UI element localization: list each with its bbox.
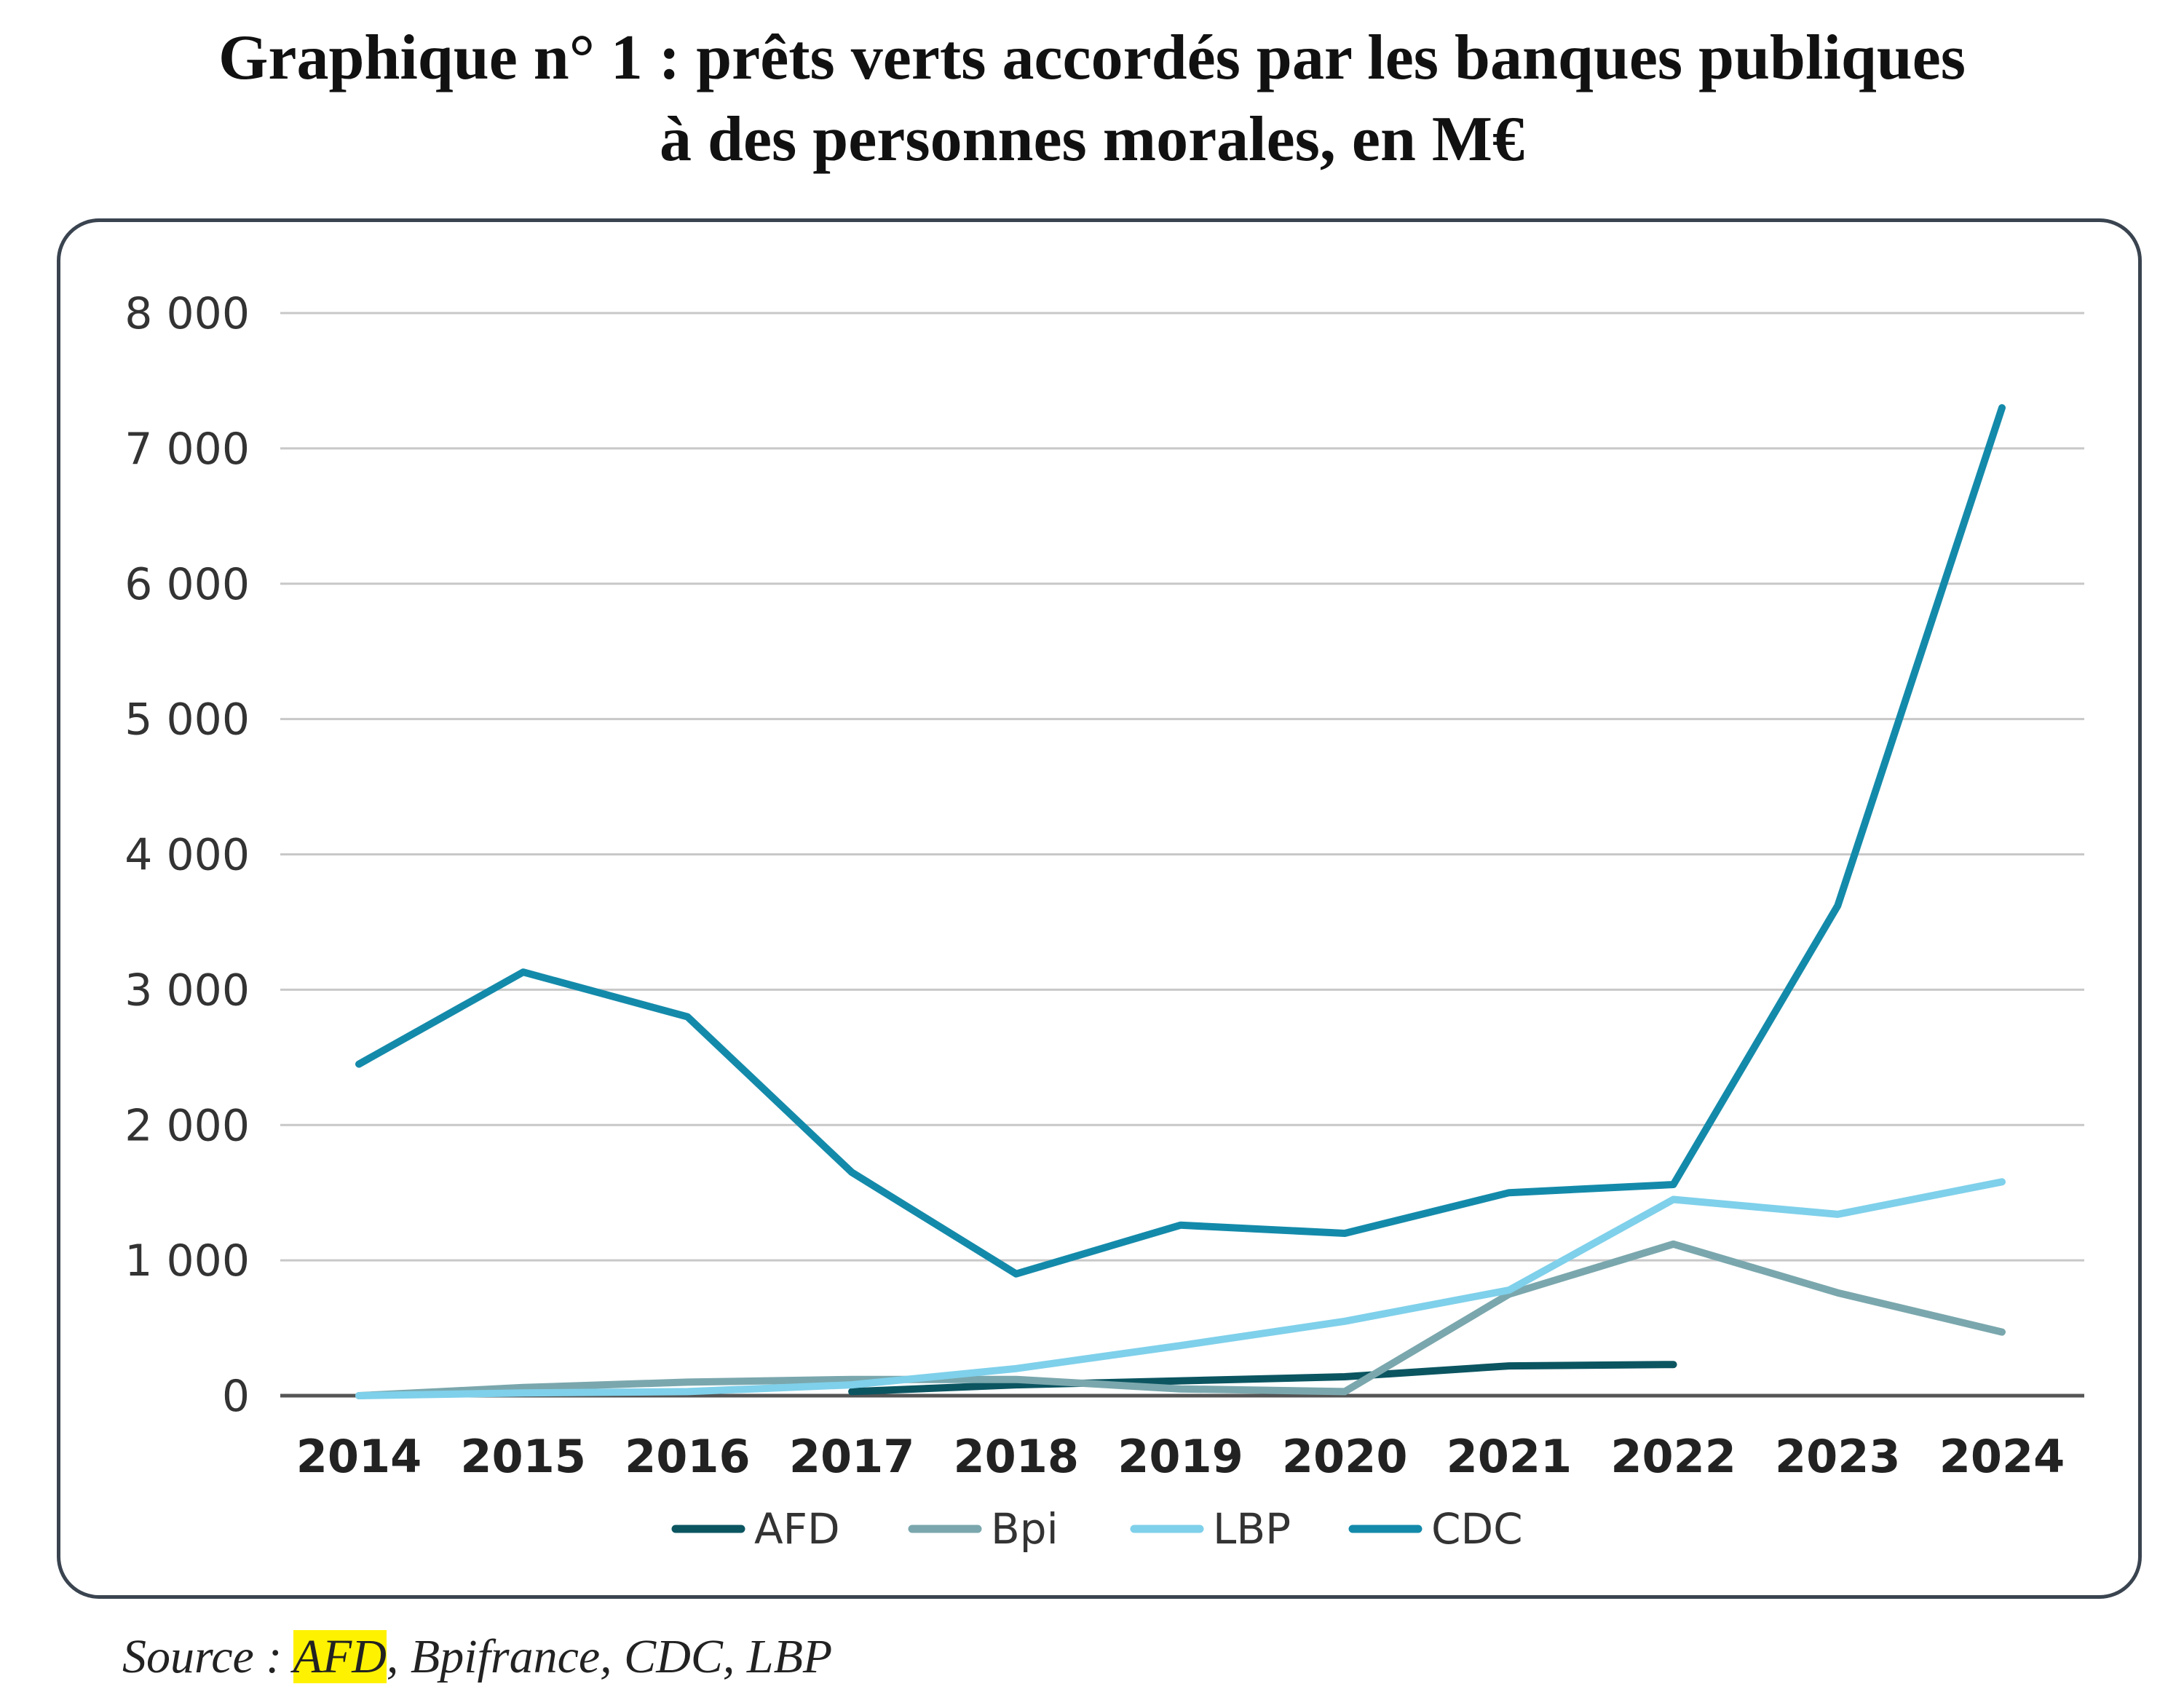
legend-label: Bpi	[991, 1504, 1059, 1554]
x-tick-label: 2014	[296, 1430, 422, 1483]
series-lbp	[355, 1178, 2006, 1399]
y-tick-label: 8 000	[124, 288, 250, 339]
x-tick-label: 2015	[460, 1430, 586, 1483]
x-tick-label: 2022	[1610, 1430, 1736, 1483]
series-cdc	[355, 404, 2006, 1278]
chart-title: Graphique n° 1 : prêts verts accordés pa…	[0, 17, 2184, 181]
chart-title-line-1: Graphique n° 1 : prêts verts accordés pa…	[218, 23, 1966, 93]
legend-label: AFD	[754, 1504, 840, 1554]
legend: AFD Bpi LBP CDC	[671, 1504, 1523, 1554]
source-rest: , Bpifrance, CDC, LBP	[386, 1630, 833, 1683]
legend-item-lbp: LBP	[1130, 1504, 1291, 1554]
source-highlight: AFD	[293, 1630, 387, 1683]
legend-item-afd: AFD	[671, 1504, 840, 1554]
x-axis-ticks: 2014 2015 2016 2017 2018 2019 2020 2021 2022 2023…	[296, 1430, 2065, 1483]
legend-label: LBP	[1213, 1504, 1291, 1554]
source-prefix: Source :	[122, 1630, 293, 1683]
series-line-lbp	[355, 1178, 2006, 1399]
series-afd	[848, 1361, 1677, 1396]
y-tick-label: 4 000	[124, 830, 250, 881]
series-line-bpi	[355, 1240, 2006, 1399]
y-tick-label: 1 000	[124, 1236, 250, 1286]
series-line-cdc	[355, 404, 2006, 1278]
y-tick-label: 0	[222, 1371, 250, 1422]
legend-item-bpi: Bpi	[908, 1504, 1059, 1554]
y-tick-label: 7 000	[124, 424, 250, 475]
x-tick-label: 2016	[625, 1430, 751, 1483]
x-tick-label: 2017	[789, 1430, 915, 1483]
y-axis-ticks: 0 1 000 2 000 3 000 4 000 5 000 6 000 7 000 8 00…	[124, 288, 250, 1422]
series-line-afd	[848, 1361, 1677, 1396]
y-tick-label: 5 000	[124, 695, 250, 746]
legend-label: CDC	[1431, 1504, 1523, 1554]
x-tick-label: 2024	[1939, 1430, 2065, 1483]
series-lines	[355, 404, 2006, 1399]
line-chart: 0 1 000 2 000 3 000 4 000 5 000 6 000 7 000 8 00…	[124, 288, 2084, 1554]
legend-item-cdc: CDC	[1348, 1504, 1523, 1554]
source-note: Source : AFD, Bpifrance, CDC, LBP	[122, 1628, 832, 1686]
y-tick-label: 3 000	[124, 965, 250, 1016]
gridlines	[280, 312, 2084, 1398]
y-tick-label: 2 000	[124, 1100, 250, 1151]
series-bpi	[355, 1240, 2006, 1399]
chart-frame: 0 1 000 2 000 3 000 4 000 5 000 6 000 7 000 8 00…	[57, 218, 2142, 1599]
x-tick-label: 2019	[1117, 1430, 1243, 1483]
y-tick-label: 6 000	[124, 559, 250, 610]
x-tick-label: 2018	[954, 1430, 1080, 1483]
x-tick-label: 2020	[1282, 1430, 1408, 1483]
x-tick-label: 2021	[1447, 1430, 1572, 1483]
chart-title-line-2: à des personnes morales, en M€	[660, 104, 1524, 175]
x-tick-label: 2023	[1775, 1430, 1901, 1483]
